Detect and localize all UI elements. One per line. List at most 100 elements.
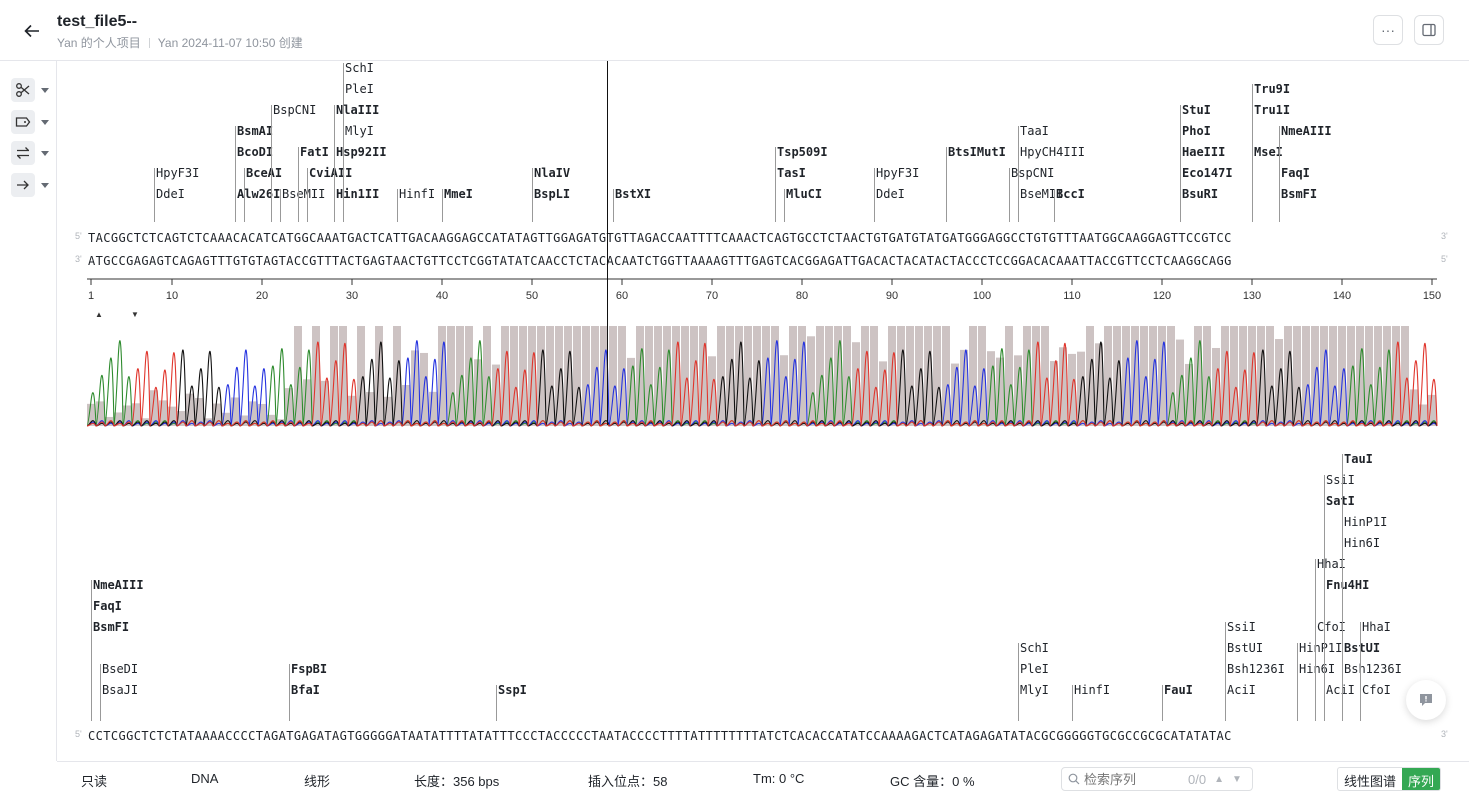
- next-match-icon[interactable]: ▼: [1231, 773, 1242, 785]
- enzyme-label[interactable]: SsiI: [1326, 473, 1355, 487]
- enzyme-label[interactable]: Tru9I: [1254, 82, 1291, 96]
- enzyme-label[interactable]: HinP1I: [1344, 515, 1388, 529]
- swap-tool[interactable]: [11, 141, 51, 165]
- enzyme-label[interactable]: FspBI: [291, 662, 328, 676]
- enzyme-label[interactable]: BsaJI: [102, 683, 139, 697]
- enzyme-label[interactable]: TasI: [777, 166, 806, 180]
- enzyme-label[interactable]: HpyF3I: [876, 166, 920, 180]
- enzyme-label[interactable]: SchI: [345, 61, 374, 75]
- enzyme-label[interactable]: MluCI: [786, 187, 823, 201]
- enzyme-label[interactable]: Bsh1236I: [1227, 662, 1285, 676]
- feedback-button[interactable]: [1406, 680, 1446, 720]
- enzyme-label[interactable]: AciI: [1227, 683, 1256, 697]
- tab-sequence[interactable]: 序列: [1402, 768, 1441, 790]
- top-strand-1[interactable]: TACGGCTCTCAGTCTCAAACACATCATGGCAAATGACTCA…: [88, 231, 1232, 245]
- enzyme-label[interactable]: Hin1II: [336, 187, 380, 201]
- enzyme-label[interactable]: FauI: [1164, 683, 1193, 697]
- enzyme-label[interactable]: BspLI: [534, 187, 571, 201]
- enzyme-label[interactable]: HpyCH4III: [1020, 145, 1086, 159]
- enzyme-label[interactable]: PhoI: [1182, 124, 1211, 138]
- enzyme-label[interactable]: Hin6I: [1299, 662, 1336, 676]
- enzyme-label[interactable]: SchI: [1020, 641, 1049, 655]
- enzyme-label[interactable]: HpyF3I: [156, 166, 200, 180]
- bottom-strand-1[interactable]: ATGCCGAGAGTCAGAGTTTGTGTAGTACCGTTTACTGAGT…: [88, 254, 1232, 268]
- enzyme-label[interactable]: SatI: [1326, 494, 1355, 508]
- caret-down-icon[interactable]: [41, 119, 49, 125]
- enzyme-label[interactable]: HaeIII: [1182, 145, 1226, 159]
- enzyme-label[interactable]: StuI: [1182, 103, 1211, 117]
- prev-match-icon[interactable]: ▲: [1214, 773, 1224, 785]
- sequence-viewer[interactable]: HpyF3I DdeI BsmAI BcoDI Alw26I BceAI BspCNI Bse…: [57, 61, 1469, 761]
- enzyme-label[interactable]: PleI: [345, 82, 374, 96]
- enzyme-label[interactable]: CviAII: [309, 166, 353, 180]
- enzyme-label[interactable]: BcoDI: [237, 145, 274, 159]
- enzyme-label[interactable]: HhaI: [1362, 620, 1391, 634]
- enzyme-label[interactable]: Hin6I: [1344, 536, 1381, 550]
- enzyme-label[interactable]: MlyI: [345, 124, 374, 138]
- enzyme-label[interactable]: FaqI: [1281, 166, 1310, 180]
- enzyme-label[interactable]: AciI: [1326, 683, 1355, 697]
- more-button[interactable]: ···: [1373, 15, 1403, 45]
- enzyme-label[interactable]: BseDI: [102, 662, 139, 676]
- enzyme-label[interactable]: MmeI: [444, 187, 473, 201]
- enzyme-label[interactable]: BseMII: [282, 187, 326, 201]
- enzyme-label[interactable]: MseI: [1254, 145, 1283, 159]
- caret-down-icon[interactable]: [41, 150, 49, 156]
- back-button[interactable]: [20, 19, 44, 43]
- enzyme-label[interactable]: HinP1I: [1299, 641, 1343, 655]
- enzyme-label[interactable]: BtsIMutI: [948, 145, 1006, 159]
- enzyme-label[interactable]: BseMII: [1020, 187, 1064, 201]
- enzyme-label[interactable]: BstUI: [1227, 641, 1264, 655]
- enzyme-label[interactable]: BsmFI: [1281, 187, 1318, 201]
- scale-down-icon[interactable]: ▼: [131, 310, 139, 319]
- top-strand-2[interactable]: CCTCGGCTCTCTATAAAACCCCTAGATGAGATAGTGGGGG…: [88, 729, 1232, 743]
- label-tool[interactable]: [11, 110, 51, 134]
- project-owner[interactable]: Yan 的个人项目: [57, 36, 141, 50]
- search-input[interactable]: [1084, 771, 1184, 787]
- enzyme-label[interactable]: NlaIV: [534, 166, 571, 180]
- enzyme-label[interactable]: NmeAIII: [93, 578, 144, 592]
- enzyme-label[interactable]: HinfI: [1074, 683, 1111, 697]
- enzyme-label[interactable]: Tsp509I: [777, 145, 828, 159]
- enzyme-label[interactable]: Alw26I: [237, 187, 281, 201]
- enzyme-label[interactable]: SspI: [498, 683, 527, 697]
- sequence-search[interactable]: 0/0 ▲ ▼: [1061, 767, 1253, 791]
- panel-toggle-button[interactable]: [1414, 15, 1444, 45]
- enzyme-label[interactable]: BstXI: [615, 187, 652, 201]
- tab-linear-map[interactable]: 线性图谱: [1344, 774, 1397, 789]
- cut-site-line: [613, 189, 614, 222]
- caret-down-icon[interactable]: [41, 182, 49, 188]
- enzyme-label[interactable]: BspCNI: [1011, 166, 1055, 180]
- enzyme-label[interactable]: Bsh1236I: [1344, 662, 1402, 676]
- enzyme-label[interactable]: PleI: [1020, 662, 1049, 676]
- enzyme-label[interactable]: BceAI: [246, 166, 283, 180]
- enzyme-label[interactable]: TauI: [1344, 452, 1373, 466]
- enzyme-label[interactable]: Fnu4HI: [1326, 578, 1370, 592]
- cut-tool[interactable]: [11, 78, 51, 102]
- enzyme-label[interactable]: MlyI: [1020, 683, 1049, 697]
- enzyme-label[interactable]: NmeAIII: [1281, 124, 1332, 138]
- enzyme-label[interactable]: DdeI: [156, 187, 185, 201]
- enzyme-label[interactable]: CfoI: [1362, 683, 1391, 697]
- enzyme-label[interactable]: Tru1I: [1254, 103, 1291, 117]
- enzyme-label[interactable]: BspCNI: [273, 103, 317, 117]
- enzyme-label[interactable]: BsmAI: [237, 124, 274, 138]
- enzyme-label[interactable]: BsmFI: [93, 620, 130, 634]
- enzyme-label[interactable]: Eco147I: [1182, 166, 1233, 180]
- caret-down-icon[interactable]: [41, 87, 49, 93]
- enzyme-label[interactable]: TaaI: [1020, 124, 1049, 138]
- enzyme-label[interactable]: SsiI: [1227, 620, 1256, 634]
- view-switcher[interactable]: 线性图谱 序列: [1337, 767, 1442, 791]
- enzyme-label[interactable]: BccI: [1056, 187, 1085, 201]
- enzyme-label[interactable]: Hsp92II: [336, 145, 387, 159]
- enzyme-label[interactable]: BstUI: [1344, 641, 1381, 655]
- enzyme-label[interactable]: BsuRI: [1182, 187, 1219, 201]
- enzyme-label[interactable]: FaqI: [93, 599, 122, 613]
- goto-tool[interactable]: [11, 173, 51, 197]
- enzyme-label[interactable]: DdeI: [876, 187, 905, 201]
- scale-up-icon[interactable]: ▲: [95, 310, 103, 319]
- enzyme-label[interactable]: BfaI: [291, 683, 320, 697]
- enzyme-label[interactable]: HinfI: [399, 187, 436, 201]
- enzyme-label[interactable]: NlaIII: [336, 103, 380, 117]
- enzyme-label[interactable]: FatI: [300, 145, 329, 159]
